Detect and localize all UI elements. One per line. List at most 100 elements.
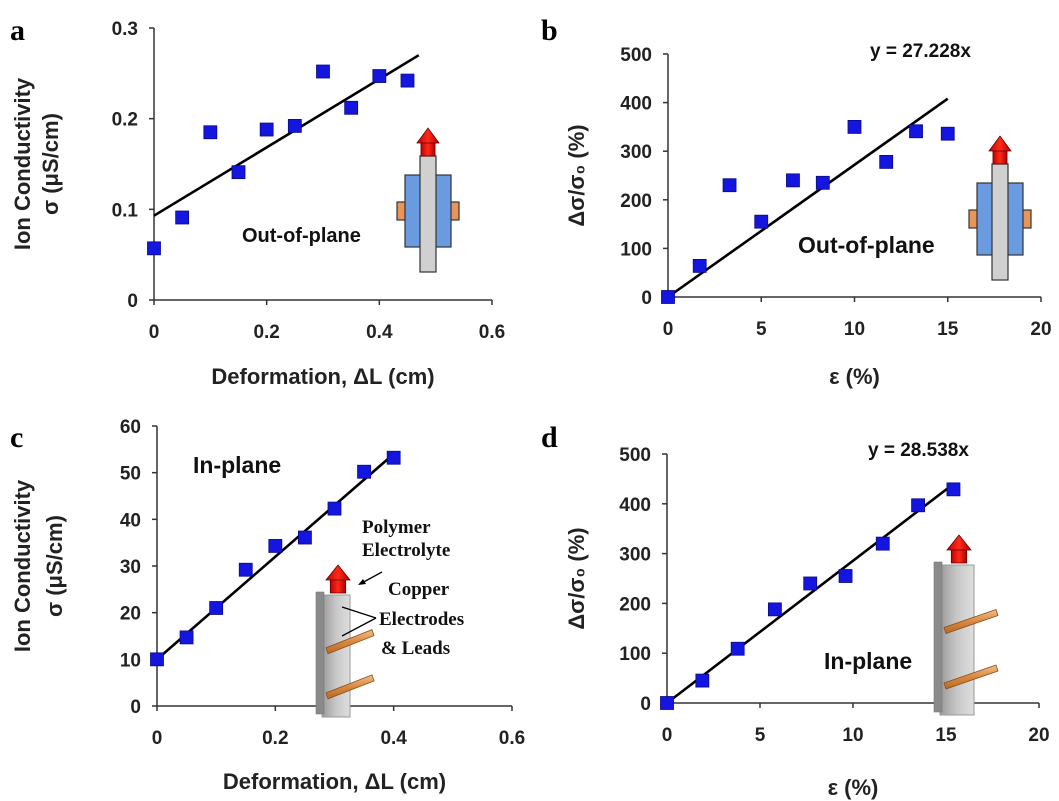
strain-arrow-icon <box>416 127 440 157</box>
y-axis-label: σ (μS/cm) <box>38 113 63 215</box>
x-tick-label: 0.2 <box>262 728 288 749</box>
inset-label: Polymer <box>362 517 431 538</box>
trend-line <box>666 484 953 705</box>
chart-panel-c: c 0 0.2 0.4 0.6 0 10 20 30 40 50 60 Deformation, ΔL … <box>10 417 525 794</box>
y-tick-label: 20 <box>120 604 141 625</box>
x-tick-label: 0 <box>662 725 673 746</box>
y-axis-label: Δσ/σ₀ (%) <box>564 527 589 629</box>
x-tick-label: 0 <box>149 322 160 343</box>
y-tick-label: 50 <box>120 464 141 485</box>
data-point <box>400 73 415 88</box>
data-point <box>147 241 161 256</box>
y-tick-label: 0.1 <box>112 200 139 221</box>
y-axis-label: Ion Conductivity <box>10 479 35 652</box>
data-point <box>803 576 818 591</box>
data-point <box>238 562 253 577</box>
data-point <box>179 630 194 645</box>
y-tick-label: 30 <box>120 557 141 578</box>
panel-label: a <box>10 14 25 47</box>
x-axis-label: ε (%) <box>828 775 879 800</box>
in-plane-inset-icon <box>933 534 999 716</box>
data-point <box>847 120 862 134</box>
y-tick-label: 200 <box>620 191 652 212</box>
data-point <box>231 165 246 180</box>
y-axis-label: σ (μS/cm) <box>42 515 67 617</box>
x-tick-label: 15 <box>935 725 957 746</box>
inset-label: & Leads <box>381 638 450 659</box>
data-point <box>287 119 302 133</box>
x-tick-label: 5 <box>756 319 767 340</box>
x-tick-label: 0.4 <box>366 322 393 343</box>
x-tick-label: 10 <box>842 725 863 746</box>
x-axis-label: Deformation, ΔL (cm) <box>223 769 446 794</box>
x-tick-label: 0 <box>152 728 163 749</box>
data-point <box>911 498 925 513</box>
x-tick-label: 0.6 <box>499 728 525 749</box>
y-axis-label: Ion Conductivity <box>10 77 35 250</box>
y-tick-label: 0 <box>130 697 141 718</box>
x-tick-label: 20 <box>1028 725 1049 746</box>
data-point <box>327 501 342 516</box>
y-tick-label: 500 <box>620 45 652 66</box>
out-of-plane-inset-icon <box>968 135 1032 281</box>
data-point <box>298 530 312 545</box>
x-tick-label: 15 <box>937 319 959 340</box>
trend-line <box>156 453 395 661</box>
y-tick-label: 0 <box>641 288 652 309</box>
data-point <box>946 482 961 497</box>
data-point <box>875 536 890 551</box>
inset-label: Electrolyte <box>362 540 450 561</box>
trend-line <box>667 97 949 299</box>
data-point <box>209 601 224 615</box>
y-tick-label: 40 <box>120 510 141 531</box>
data-point <box>357 464 371 479</box>
data-point <box>268 539 283 553</box>
data-point <box>730 641 745 656</box>
data-point <box>175 210 190 225</box>
y-tick-label: 400 <box>620 94 652 115</box>
data-point <box>909 124 923 139</box>
annotation-label: In-plane <box>824 648 912 674</box>
y-tick-label: 0 <box>640 694 651 715</box>
data-point <box>767 602 782 617</box>
data-point <box>316 64 330 79</box>
y-tick-label: 400 <box>619 495 651 516</box>
strain-arrow-icon <box>946 534 972 564</box>
y-tick-label: 100 <box>620 239 652 260</box>
y-tick-label: 10 <box>120 650 141 671</box>
y-tick-label: 300 <box>619 545 651 566</box>
leader-arrowhead <box>358 579 366 585</box>
in-plane-inset-icon <box>315 564 375 718</box>
y-tick-label: 0.2 <box>112 110 138 131</box>
y-tick-label: 60 <box>120 417 141 438</box>
x-tick-label: 10 <box>844 319 865 340</box>
x-tick-label: 20 <box>1030 319 1051 340</box>
y-tick-label: 300 <box>620 142 652 163</box>
data-point <box>879 154 894 169</box>
x-axis-label: ε (%) <box>829 364 880 389</box>
leader-line <box>341 617 377 637</box>
annotation-label: Out-of-plane <box>798 232 935 258</box>
inset-label: Electrodes <box>379 609 464 630</box>
x-tick-label: 0.2 <box>253 322 279 343</box>
data-point <box>372 69 387 83</box>
out-of-plane-inset-icon <box>396 127 460 273</box>
data-point <box>940 126 955 141</box>
data-point <box>695 673 710 688</box>
x-tick-label: 0 <box>663 319 674 340</box>
data-point <box>722 178 737 193</box>
panel-label: b <box>541 14 558 47</box>
data-point <box>203 125 218 140</box>
y-tick-label: 100 <box>619 644 651 665</box>
data-point <box>660 696 674 710</box>
x-axis-label: Deformation, ΔL (cm) <box>211 364 434 389</box>
data-point <box>386 450 401 465</box>
annotation-label: In-plane <box>193 452 281 478</box>
y-tick-label: 500 <box>619 445 651 466</box>
data-point <box>692 258 707 273</box>
panel-label: d <box>541 421 558 454</box>
x-tick-label: 0.4 <box>380 728 407 749</box>
trendline-equation: y = 27.228x <box>870 41 971 62</box>
